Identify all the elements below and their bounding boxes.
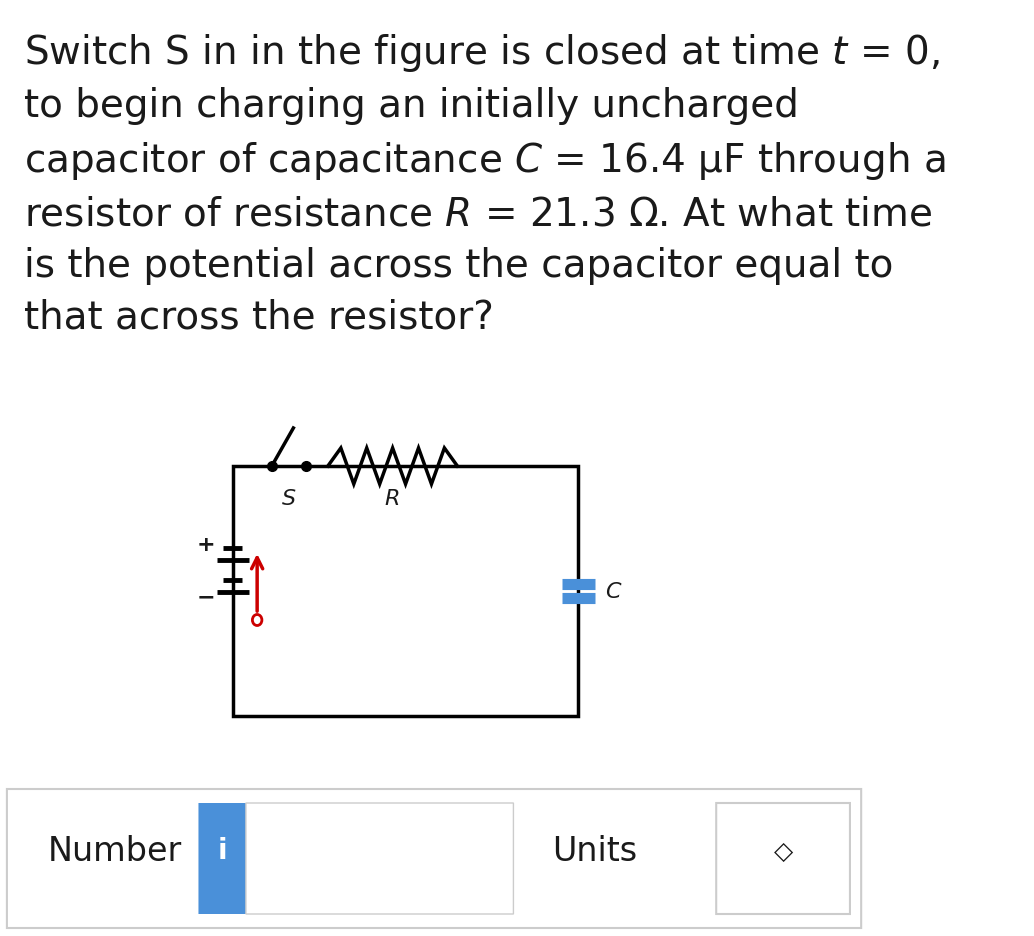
- Text: S: S: [282, 489, 296, 508]
- Text: Switch S in in the figure is closed at time $t$ = 0,
to begin charging an initia: Switch S in in the figure is closed at t…: [24, 32, 945, 336]
- Text: C: C: [605, 581, 620, 601]
- Text: +: +: [196, 534, 215, 554]
- Text: R: R: [385, 489, 400, 508]
- Text: Units: Units: [552, 834, 637, 867]
- Text: i: i: [217, 837, 227, 865]
- FancyBboxPatch shape: [717, 803, 850, 914]
- Text: ◇: ◇: [773, 839, 793, 863]
- Text: Number: Number: [48, 834, 182, 867]
- FancyBboxPatch shape: [199, 803, 246, 914]
- Text: −: −: [196, 586, 215, 607]
- FancyBboxPatch shape: [246, 803, 514, 914]
- FancyBboxPatch shape: [7, 789, 861, 928]
